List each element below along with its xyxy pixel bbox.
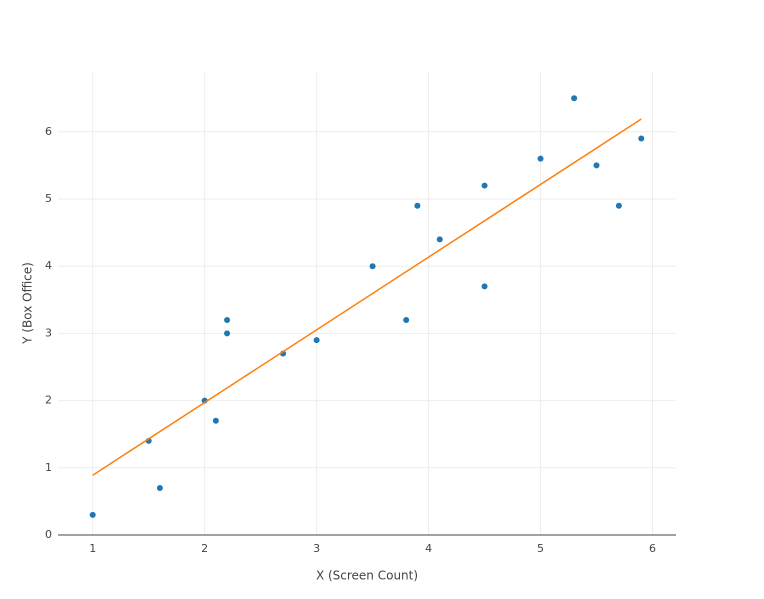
point: [89, 511, 96, 518]
point: [436, 236, 443, 243]
point: [537, 155, 544, 162]
point: [481, 182, 488, 189]
y-axis-title: Y (Box Office): [21, 262, 35, 345]
point: [369, 263, 376, 270]
point: [156, 484, 163, 491]
point: [638, 135, 645, 142]
y-tick-label: 2: [45, 394, 52, 407]
x-axis-title: X (Screen Count): [316, 569, 418, 583]
point: [414, 202, 421, 209]
y-tick-label: 5: [45, 192, 52, 205]
point: [212, 417, 219, 424]
point: [224, 330, 231, 337]
x-tick-label: 6: [649, 542, 656, 555]
point: [593, 162, 600, 169]
point: [313, 337, 320, 344]
x-tick-label: 1: [89, 542, 96, 555]
x-tick-label: 3: [313, 542, 320, 555]
point: [615, 202, 622, 209]
point: [224, 316, 231, 323]
y-tick-label: 1: [45, 461, 52, 474]
x-tick-label: 2: [201, 542, 208, 555]
x-tick-label: 4: [425, 542, 432, 555]
y-tick-label: 4: [45, 259, 52, 272]
point: [481, 283, 488, 290]
y-tick-label: 0: [45, 528, 52, 541]
point: [571, 95, 578, 102]
point: [403, 316, 410, 323]
x-tick-label: 5: [537, 542, 544, 555]
y-tick-label: 6: [45, 125, 52, 138]
fit-line: [92, 118, 642, 476]
y-tick-label: 3: [45, 326, 52, 339]
